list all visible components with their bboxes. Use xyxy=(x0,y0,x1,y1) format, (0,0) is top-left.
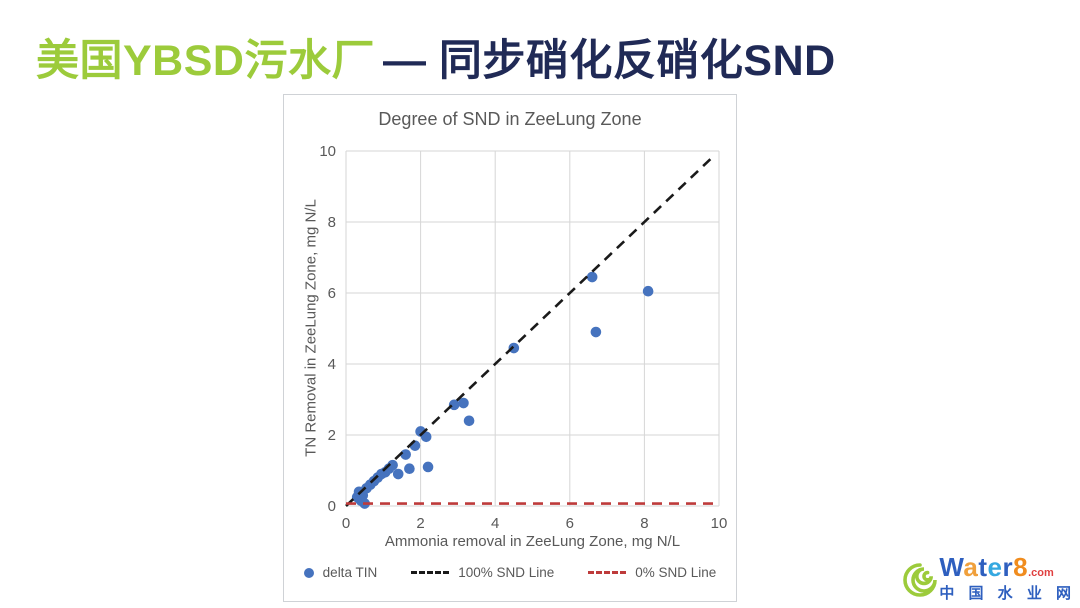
svg-text:2: 2 xyxy=(328,427,336,444)
svg-text:8: 8 xyxy=(640,515,648,532)
slide-title-part2: — 同步硝化反硝化SND xyxy=(382,37,836,85)
svg-text:8: 8 xyxy=(328,214,336,231)
x-axis-label: Ammonia removal in ZeeLung Zone, mg N/L xyxy=(384,533,681,550)
svg-text:4: 4 xyxy=(491,515,499,532)
svg-text:10: 10 xyxy=(319,143,336,160)
y-axis-label: TN Removal in ZeeLung Zone, mg N/L xyxy=(302,199,320,457)
slide-title-part1: 美国YBSD污水厂 xyxy=(36,37,375,85)
svg-text:6: 6 xyxy=(328,285,336,302)
water-swirl-icon xyxy=(903,563,938,597)
svg-text:6: 6 xyxy=(566,515,574,532)
legend-item-100-snd: 100% SND Line xyxy=(411,565,554,580)
svg-text:0: 0 xyxy=(328,498,336,515)
scatter-plot-area: 0 2 4 6 8 10 0 2 4 6 8 10 xyxy=(319,143,728,532)
svg-text:4: 4 xyxy=(328,356,336,373)
svg-text:10: 10 xyxy=(711,515,728,532)
svg-text:0: 0 xyxy=(342,515,350,532)
chart-title: Degree of SND in ZeeLung Zone xyxy=(378,109,642,129)
watermark-brand: Water8.com xyxy=(939,552,1054,582)
black-dashed-line-icon xyxy=(411,571,450,574)
chart-panel: 0 2 4 6 8 10 0 2 4 6 8 10 Degree of SND in ZeeLung … xyxy=(283,94,737,602)
svg-text:2: 2 xyxy=(416,515,424,532)
legend-item-0-snd: 0% SND Line xyxy=(588,565,716,580)
scatter-marker-icon xyxy=(303,567,314,578)
red-dashed-line-icon xyxy=(588,571,627,574)
legend-label-0-snd: 0% SND Line xyxy=(635,565,717,580)
chart-legend: delta TIN 100% SND Line 0% SND Line xyxy=(284,565,736,580)
legend-label-delta-tin: delta TIN xyxy=(322,565,378,580)
slide-title: 美国YBSD污水厂 — 同步硝化反硝化SND xyxy=(36,26,836,88)
watermark-chinese: 中 国 水 业 网 xyxy=(939,585,1076,602)
watermark-logo: Water8.com 中 国 水 业 网 xyxy=(895,554,1076,606)
legend-item-delta-tin: delta TIN xyxy=(303,565,378,580)
legend-label-100-snd: 100% SND Line xyxy=(458,565,555,580)
watermark-text: Water8.com 中 国 水 业 网 xyxy=(939,554,1076,603)
